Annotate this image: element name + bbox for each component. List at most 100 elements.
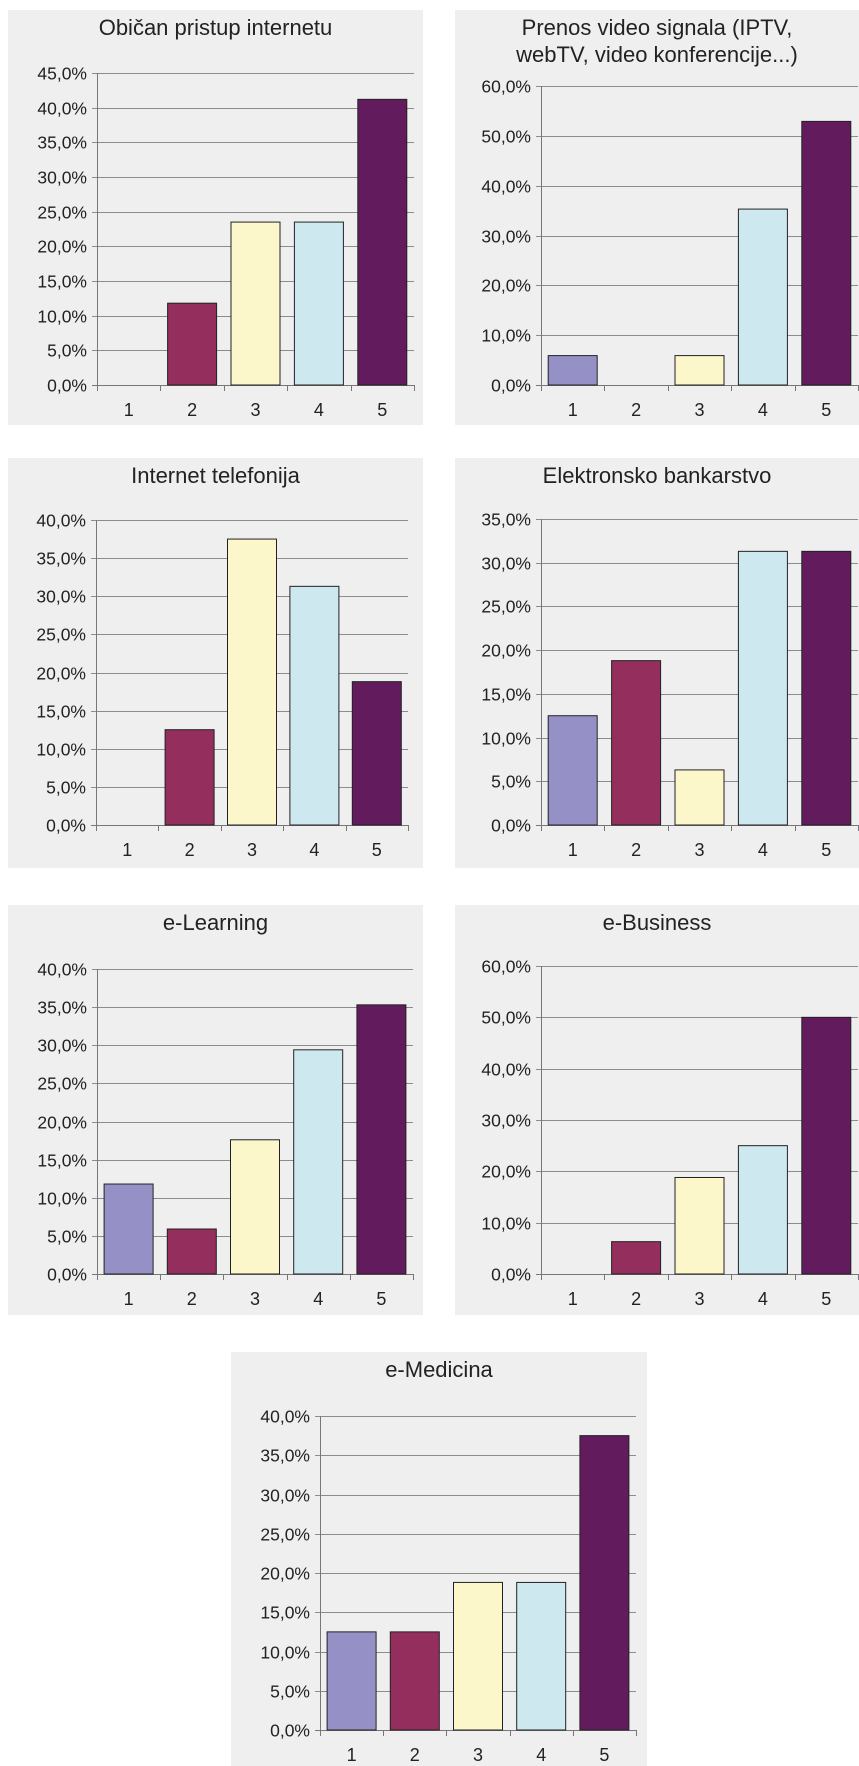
y-tick-label: 40,0% — [481, 1060, 531, 1080]
x-tick-label: 1 — [568, 1289, 578, 1309]
x-tick-label: 5 — [599, 1745, 609, 1765]
y-tick-label: 50,0% — [481, 127, 531, 147]
y-tick-label: 35,0% — [260, 1446, 310, 1466]
x-tick-label: 4 — [309, 840, 319, 860]
x-tick-label: 3 — [247, 840, 257, 860]
bar-3 — [230, 221, 281, 386]
y-tick-label: 25,0% — [260, 1525, 310, 1545]
y-tick-label: 5,0% — [47, 341, 87, 361]
x-tick-label: 2 — [631, 400, 641, 420]
x-tick-label: 1 — [122, 840, 132, 860]
bar-5 — [801, 1016, 852, 1275]
x-tick-label: 4 — [313, 1289, 323, 1309]
x-tick-label: 4 — [758, 400, 768, 420]
bar-5 — [579, 1435, 630, 1731]
x-tick-label: 4 — [758, 840, 768, 860]
x-tick-label: 5 — [376, 1289, 386, 1309]
y-tick-label: 25,0% — [481, 597, 531, 617]
x-tick-label: 1 — [347, 1745, 357, 1765]
y-tick-label: 0,0% — [270, 1721, 310, 1741]
x-tick-label: 5 — [821, 400, 831, 420]
bar-4 — [737, 208, 788, 386]
bar-1 — [547, 355, 598, 386]
y-tick-label: 10,0% — [481, 729, 531, 749]
chart-title: e-Business — [602, 910, 712, 935]
y-tick-label: 60,0% — [481, 77, 531, 97]
y-tick-label: 20,0% — [481, 1162, 531, 1182]
x-tick-label: 3 — [694, 400, 704, 420]
bar-5 — [356, 1004, 407, 1275]
y-tick-label: 20,0% — [37, 237, 87, 257]
bar-1 — [326, 1631, 377, 1731]
y-tick-label: 10,0% — [481, 326, 531, 346]
x-tick-label: 4 — [314, 400, 324, 420]
chart-title: e-Learning — [162, 910, 269, 935]
bar-2 — [389, 1631, 440, 1731]
y-tick-label: 30,0% — [37, 1036, 87, 1056]
bar-4 — [737, 1145, 788, 1275]
bar-3 — [227, 538, 277, 826]
y-tick-label: 5,0% — [270, 1682, 310, 1702]
bar-chart: 0,0% 5,0% 10,0% 15,0% 20,0% 25,0% 30,0% 35,0% 40… — [36, 511, 409, 860]
y-tick-label: 0,0% — [491, 376, 531, 396]
x-tick-label: 2 — [410, 1745, 420, 1765]
bar-3 — [674, 355, 725, 386]
y-tick-label: 35,0% — [37, 998, 87, 1018]
y-tick-label: 40,0% — [37, 960, 87, 980]
x-tick-label: 3 — [694, 840, 704, 860]
bar-2 — [611, 1241, 662, 1275]
chart-title: Prenos video signala (IPTV, webTV, video… — [516, 15, 798, 67]
y-tick-label: 0,0% — [46, 816, 86, 836]
chart-title: Internet telefonija — [131, 463, 300, 488]
y-tick-label: 30,0% — [37, 168, 87, 188]
chart-title: e-Medicina — [385, 1357, 493, 1382]
y-tick-label: 15,0% — [481, 685, 531, 705]
bar-4 — [293, 1049, 344, 1275]
y-tick-label: 40,0% — [37, 99, 87, 119]
bar-5 — [357, 98, 408, 386]
y-tick-label: 15,0% — [37, 1151, 87, 1171]
bar-chart: 0,0% 5,0% 10,0% 15,0% 20,0% 25,0% 30,0% 35,0% 40… — [37, 64, 415, 420]
chart-title: Elektronsko bankarstvo — [542, 463, 772, 488]
y-tick-label: 40,0% — [481, 177, 531, 197]
x-tick-label: 2 — [187, 1289, 197, 1309]
chart-panel-e-learning: e-Learning 0,0% 5,0% 10,0% 15,0% 20,0% 25,0% 3… — [8, 905, 423, 1315]
bar-2 — [611, 660, 662, 826]
x-tick-label: 3 — [473, 1745, 483, 1765]
bar-1 — [547, 715, 598, 826]
y-tick-label: 20,0% — [481, 641, 531, 661]
bar-3 — [674, 769, 725, 826]
x-tick-label: 3 — [250, 1289, 260, 1309]
bar-5 — [801, 120, 852, 386]
y-tick-label: 60,0% — [481, 957, 531, 977]
x-tick-label: 2 — [631, 1289, 641, 1309]
y-tick-label: 0,0% — [491, 1265, 531, 1285]
y-tick-label: 45,0% — [37, 64, 87, 84]
bar-3 — [674, 1176, 725, 1275]
chart-panel-e-medicina: e-Medicina 0,0% 5,0% 10,0% 15,0% 20,0% 25,0% 3… — [231, 1352, 647, 1766]
chart-panel-e-business: e-Business 0,0% 10,0% 20,0% 30,0% 40,0% 50,0%… — [455, 905, 859, 1315]
bar-2 — [167, 302, 218, 386]
y-tick-label: 25,0% — [37, 1074, 87, 1094]
y-tick-label: 25,0% — [36, 625, 86, 645]
chart-title: Običan pristup internetu — [98, 15, 333, 40]
y-tick-label: 0,0% — [491, 816, 531, 836]
y-tick-label: 5,0% — [47, 1227, 87, 1247]
bar-4 — [737, 550, 788, 826]
y-tick-label: 0,0% — [47, 1265, 87, 1285]
y-tick-label: 5,0% — [491, 772, 531, 792]
y-tick-label: 35,0% — [36, 549, 86, 569]
y-tick-label: 10,0% — [37, 307, 87, 327]
x-tick-label: 2 — [631, 840, 641, 860]
y-tick-label: 5,0% — [46, 778, 86, 798]
bar-chart: 0,0% 5,0% 10,0% 15,0% 20,0% 25,0% 30,0% 35,0% 1 2… — [481, 510, 859, 860]
x-tick-label: 3 — [694, 1289, 704, 1309]
y-tick-label: 40,0% — [260, 1407, 310, 1427]
y-tick-label: 10,0% — [481, 1214, 531, 1234]
y-tick-label: 20,0% — [260, 1564, 310, 1584]
x-tick-label: 3 — [250, 400, 260, 420]
bar-2 — [166, 1228, 217, 1275]
bar-chart: 0,0% 10,0% 20,0% 30,0% 40,0% 50,0% 60,0% 1 2 3 4 5 — [481, 957, 859, 1309]
y-tick-label: 0,0% — [47, 376, 87, 396]
x-tick-label: 5 — [372, 840, 382, 860]
